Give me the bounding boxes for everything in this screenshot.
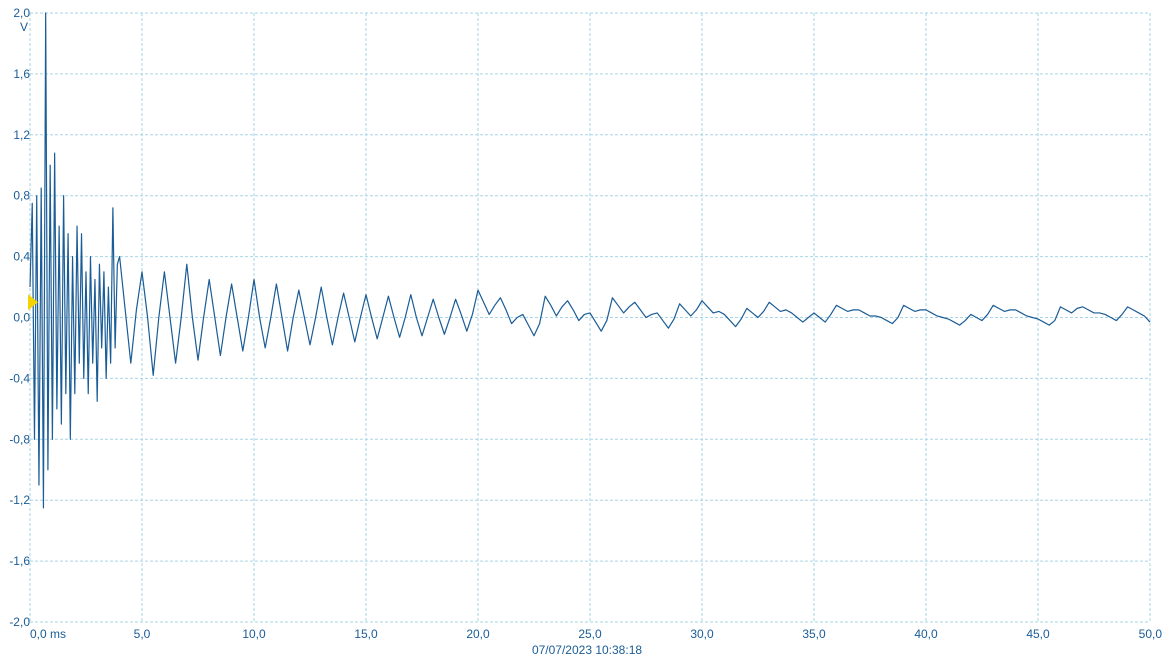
y-tick-label: -1,6 <box>9 554 30 568</box>
x-tick-label: 30,0 <box>690 627 714 641</box>
y-tick-label: 0,0 <box>13 311 30 325</box>
x-tick-label: 5,0 <box>134 627 151 641</box>
x-tick-label: 35,0 <box>802 627 826 641</box>
y-tick-label: -1,2 <box>9 493 30 507</box>
y-tick-label: -2,0 <box>9 615 30 629</box>
x-tick-label: 10,0 <box>242 627 266 641</box>
y-tick-label: -0,8 <box>9 432 30 446</box>
x-tick-label: 50,0 <box>1139 627 1163 641</box>
x-tick-label: 25,0 <box>578 627 602 641</box>
y-tick-label: 0,4 <box>13 250 30 264</box>
y-tick-label: 2,0 <box>13 6 30 20</box>
waveform <box>29 12 1151 509</box>
trigger-marker <box>28 294 38 311</box>
x-tick-label: 45,0 <box>1026 627 1050 641</box>
x-tick-label: 20,0 <box>466 627 490 641</box>
y-tick-label: 1,6 <box>13 67 30 81</box>
timestamp: 07/07/2023 10:38:18 <box>532 643 642 657</box>
y-tick-label: 1,2 <box>13 128 30 142</box>
x-tick-label: 0,0 ms <box>30 627 66 641</box>
y-unit-label: V <box>20 20 28 34</box>
y-tick-label: -0,4 <box>9 371 30 385</box>
x-tick-label: 15,0 <box>354 627 378 641</box>
x-tick-label: 40,0 <box>914 627 938 641</box>
y-tick-label: 0,8 <box>13 189 30 203</box>
